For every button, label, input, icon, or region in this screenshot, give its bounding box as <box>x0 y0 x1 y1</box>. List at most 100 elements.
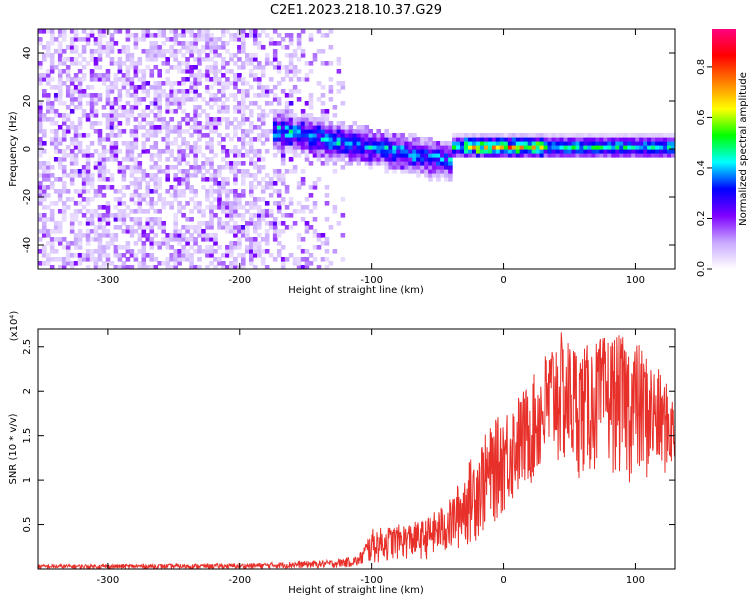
spectrogram-cell <box>38 217 43 222</box>
spectrogram-cell <box>85 37 91 42</box>
spectrogram-cell <box>237 241 242 246</box>
spectrogram-cell <box>213 121 218 126</box>
spectrogram-cell <box>109 113 115 118</box>
spectrogram-cell <box>260 189 266 194</box>
spectrogram-cell <box>141 173 147 178</box>
spectrogram-cell <box>185 41 190 46</box>
spectrogram-cell <box>173 197 178 202</box>
spectrogram-cell <box>153 53 159 58</box>
spectrogram-cell <box>272 189 278 194</box>
spectrogram-cell <box>153 257 159 262</box>
spectrogram-cell <box>233 97 238 102</box>
spectrogram-cell <box>320 117 326 122</box>
spectrogram-cell <box>511 149 517 154</box>
spectrogram-cell <box>432 169 437 174</box>
spectrogram-cell <box>659 137 664 142</box>
spectrogram-cell <box>46 161 51 166</box>
spectrogram-cell <box>272 173 278 178</box>
spectrogram-cell <box>276 177 282 182</box>
spectrogram-cell <box>527 141 533 146</box>
spectrogram-cell <box>368 161 373 166</box>
spectrogram-cell <box>268 209 274 214</box>
spectrogram-cell <box>217 53 222 58</box>
spectrogram-cell <box>209 253 214 258</box>
spectrogram-cell <box>77 201 83 206</box>
spectrogram-cell <box>181 29 186 34</box>
spectrogram-cell <box>221 177 226 182</box>
spectrogram-cell <box>129 149 135 154</box>
spectrogram-cell <box>42 93 47 98</box>
spectrogram-cell <box>169 85 174 90</box>
spectrogram-cell <box>260 73 266 78</box>
spectrogram-cell <box>264 85 270 90</box>
spectrogram-cell <box>185 169 190 174</box>
spectrogram-cell <box>185 129 190 134</box>
spectrogram-cell <box>217 261 222 266</box>
spectrogram-cell <box>264 181 270 186</box>
spectrogram-cell <box>296 261 302 266</box>
spectrogram-cell <box>324 113 330 118</box>
spectrogram-cell <box>221 81 226 86</box>
spectrogram-cell <box>475 145 481 150</box>
spectrogram-cell <box>157 169 162 174</box>
spectrogram-cell <box>141 245 147 250</box>
spectrogram-cell <box>213 177 218 182</box>
spectrogram-cell <box>221 105 226 110</box>
spectrogram-cell <box>643 133 648 138</box>
spectrogram-cell <box>173 237 178 242</box>
spectrogram-cell <box>85 217 91 222</box>
spectrogram-cell <box>308 137 314 142</box>
spectrogram-cell <box>189 173 194 178</box>
spectrogram-cell <box>81 233 87 238</box>
spectrogram-cell <box>205 249 210 254</box>
spectrogram-cell <box>300 237 306 242</box>
spectrogram-cell <box>113 101 119 106</box>
spectrogram-cell <box>440 161 445 166</box>
spectrogram-cell <box>464 149 469 154</box>
spectrogram-cell <box>249 141 254 146</box>
spectrogram-cell <box>229 217 234 222</box>
spectrogram-cell <box>205 53 210 58</box>
spectrogram-cell <box>117 133 123 138</box>
spectrogram-cell <box>153 117 159 122</box>
spectrogram-cell <box>320 161 326 166</box>
spectrogram-cell <box>651 137 656 142</box>
spectrogram-cell <box>65 197 71 202</box>
spectrogram-cell <box>213 153 218 158</box>
spectrogram-cell <box>320 141 326 146</box>
spectrogram-cell <box>149 145 155 150</box>
spectrogram-cell <box>65 117 71 122</box>
spectrogram-cell <box>49 29 55 34</box>
spectrogram-cell <box>61 101 67 106</box>
spectrogram-cell <box>237 245 242 250</box>
spectrogram-cell <box>137 233 143 238</box>
spectrogram-cell <box>300 29 306 34</box>
spectrogram-cell <box>81 49 87 54</box>
spectrogram-cell <box>77 121 83 126</box>
spectrogram-cell <box>535 133 541 138</box>
spectrogram-cell <box>328 89 334 94</box>
spectrogram-cell <box>65 89 71 94</box>
spectrogram-cell <box>647 153 652 158</box>
spectrogram-cell <box>201 221 206 226</box>
spectrogram-cell <box>149 125 155 130</box>
spectrogram-cell <box>57 93 63 98</box>
spectrogram-cell <box>101 81 107 86</box>
spectrogram-cell <box>304 257 310 262</box>
spectrogram-cell <box>249 261 254 266</box>
spectrogram-cell <box>145 185 151 190</box>
spectrogram-cell <box>93 65 99 70</box>
spectrogram-cell <box>292 149 298 154</box>
spectrogram-cell <box>619 133 624 138</box>
spectrogram-cell <box>384 153 389 158</box>
spectrogram-cell <box>77 229 83 234</box>
spectrogram-cell <box>268 129 274 134</box>
spectrogram-cell <box>272 117 278 122</box>
spectrogram-cell <box>137 205 143 210</box>
spectrogram-cell <box>400 157 405 162</box>
spectrogram-cell <box>647 145 652 150</box>
spectrogram-cell <box>260 29 266 34</box>
spectrogram-cell <box>38 105 43 110</box>
spectrogram-cell <box>81 173 87 178</box>
